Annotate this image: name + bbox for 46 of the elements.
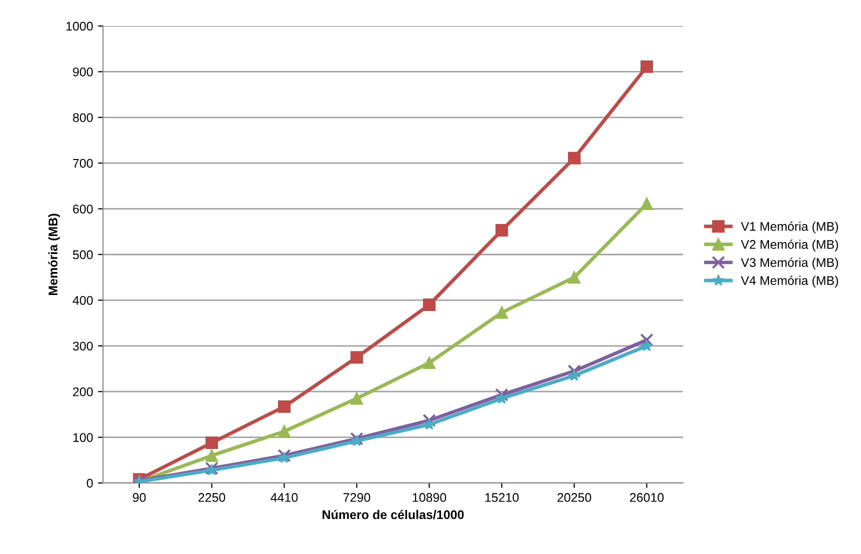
- legend-label: V4 Memória (MB): [740, 276, 838, 288]
- y-tick-label: 800: [72, 113, 93, 122]
- point: [278, 448, 291, 462]
- y-tick-label: 700: [73, 158, 93, 168]
- legend-label: V2 Memória (MB): [740, 240, 838, 252]
- point: [206, 449, 218, 462]
- x-tick-label: 7290: [343, 493, 370, 502]
- x-tick-label: 26010: [630, 493, 664, 502]
- x-tick-label: 15210: [485, 493, 519, 502]
- y-tick-label: 500: [72, 250, 93, 260]
- point: [206, 436, 218, 450]
- y-tick-label: 900: [73, 68, 93, 76]
- point: [640, 333, 654, 347]
- y-axis-title: Memória (MB): [48, 214, 60, 295]
- point: [640, 198, 653, 210]
- y-tick-label: 1000: [66, 22, 93, 31]
- point: [568, 271, 580, 284]
- point: [350, 351, 363, 364]
- x-tick-label: 20250: [558, 493, 592, 502]
- legend-label: V1 Memória (MB): [740, 222, 838, 234]
- x-tick-label: 4410: [270, 493, 298, 502]
- point: [568, 152, 580, 164]
- point: [422, 414, 436, 427]
- point: [350, 392, 363, 405]
- legend-label: V3 Memória (MB): [740, 258, 838, 270]
- point: [495, 388, 508, 402]
- x-tick-label: 2250: [198, 493, 226, 502]
- y-tick-label: 600: [73, 204, 93, 214]
- x-axis-title: Número de células/1000: [322, 510, 464, 520]
- x-tick-label: 10890: [412, 493, 446, 502]
- point: [496, 224, 508, 237]
- point: [496, 306, 508, 319]
- point: [640, 60, 653, 73]
- point: [423, 356, 436, 370]
- y-tick-label: 300: [72, 342, 93, 351]
- y-tick-label: 200: [73, 387, 93, 396]
- y-tick-label: 0: [86, 478, 93, 488]
- point: [278, 425, 290, 438]
- point: [423, 298, 436, 312]
- point: [640, 340, 653, 352]
- y-tick-label: 100: [73, 433, 93, 442]
- point: [568, 364, 581, 378]
- y-tick-label: 400: [72, 296, 93, 305]
- point: [278, 400, 290, 413]
- x-tick-label: 90: [132, 493, 146, 502]
- point: [350, 432, 364, 446]
